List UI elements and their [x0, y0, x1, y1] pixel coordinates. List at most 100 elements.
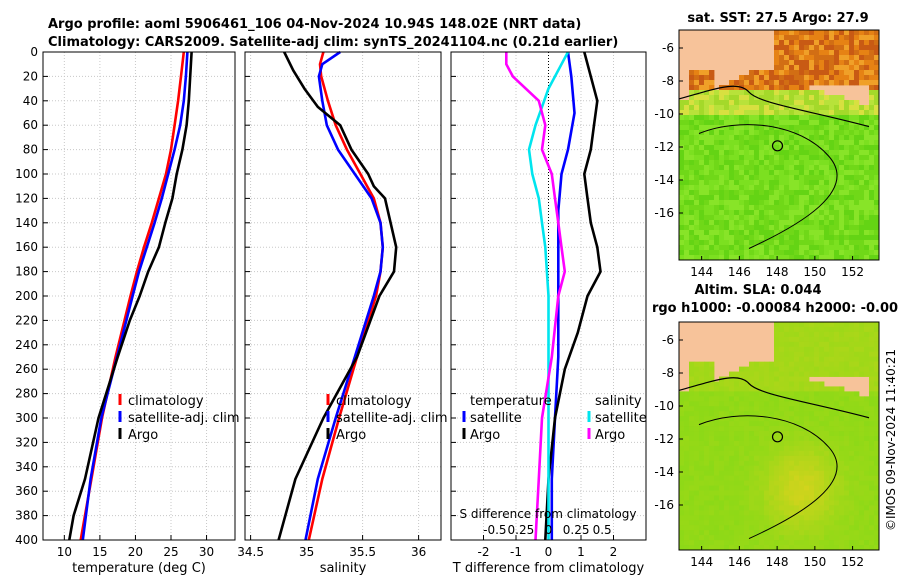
map-cell — [854, 160, 860, 166]
map-cell — [819, 190, 825, 196]
map-cell — [809, 55, 815, 61]
map-x-tick-label: 150 — [803, 555, 826, 569]
map-cell — [849, 125, 855, 131]
map-cell — [849, 475, 855, 482]
map-cell — [719, 170, 725, 176]
map-cell — [739, 411, 745, 417]
map-cell — [684, 495, 690, 501]
map-cell — [829, 440, 835, 447]
map-cell — [834, 391, 840, 397]
map-cell — [774, 411, 780, 417]
map-cell — [829, 135, 835, 141]
map-cell — [779, 55, 785, 61]
map-cell — [774, 530, 780, 536]
map-cell — [859, 160, 865, 166]
map-cell — [864, 500, 870, 506]
map-x-tick-label: 146 — [728, 555, 751, 569]
map-cell — [789, 535, 795, 541]
map-cell — [874, 406, 880, 412]
map-cell — [789, 465, 795, 472]
map-cell — [794, 195, 800, 201]
map-cell — [774, 465, 780, 472]
map-cell — [769, 480, 775, 486]
map-cell — [704, 155, 710, 161]
map-cell — [839, 60, 845, 66]
map-cell — [804, 190, 810, 196]
map-cell — [719, 460, 725, 467]
map-cell — [764, 455, 770, 462]
map-cell — [784, 230, 790, 236]
map-cell — [729, 386, 735, 392]
map-cell — [719, 445, 725, 452]
legend-item: Argo — [470, 428, 500, 443]
legend-item: Argo — [336, 428, 366, 443]
map-cell — [849, 530, 855, 536]
map-cell — [829, 155, 835, 161]
map-cell — [799, 450, 805, 457]
map-cell — [819, 431, 825, 437]
map-cell — [714, 175, 720, 181]
map-cell — [774, 436, 780, 442]
map-cell — [759, 235, 765, 241]
map-cell — [874, 426, 880, 432]
map-cell — [844, 235, 850, 241]
map-cell — [834, 255, 840, 261]
map-cell — [874, 190, 880, 196]
map-cell — [794, 105, 800, 111]
map-cell — [769, 95, 775, 101]
map-cell — [764, 436, 770, 442]
map-cell — [804, 346, 810, 353]
map-cell — [704, 426, 710, 432]
map-cell — [869, 470, 875, 477]
map-cell — [744, 480, 750, 486]
map-cell — [724, 515, 730, 521]
map-cell — [739, 140, 745, 146]
map-cell — [724, 391, 730, 397]
map-cell — [854, 440, 860, 447]
map-cell — [849, 140, 855, 146]
map-cell — [769, 115, 775, 121]
map-cell — [739, 530, 745, 536]
map-cell — [799, 180, 805, 186]
map-cell — [699, 436, 705, 442]
sst-map: 144 146 148 150 152-6-8-10-12-14-16 — [654, 29, 880, 279]
map-cell — [809, 436, 815, 442]
map-cell — [839, 165, 845, 171]
map-cell — [729, 406, 735, 412]
map-cell — [704, 210, 710, 216]
timestamp: ©IMOS 09-Nov-2024 11:40:21 — [884, 349, 898, 531]
map-cell — [819, 240, 825, 246]
map-cell — [754, 480, 760, 486]
map-cell — [684, 490, 690, 496]
map-cell — [854, 220, 860, 226]
map-cell — [874, 431, 880, 437]
map-cell — [699, 465, 705, 472]
map-cell — [854, 155, 860, 161]
s-tick-label: 0.5 — [593, 523, 612, 537]
map-cell — [764, 135, 770, 141]
map-cell — [814, 145, 820, 151]
map-cell — [869, 426, 875, 432]
map-cell — [774, 376, 780, 382]
map-cell — [759, 440, 765, 447]
map-cell — [679, 500, 685, 506]
map-cell — [684, 475, 690, 482]
map-cell — [824, 500, 830, 506]
map-cell — [714, 525, 720, 531]
map-cell — [839, 391, 845, 397]
map-cell — [734, 90, 740, 96]
map-cell — [759, 376, 765, 382]
map-cell — [769, 440, 775, 447]
map-cell — [829, 145, 835, 151]
map-cell — [769, 455, 775, 462]
map-cell — [804, 505, 810, 511]
map-cell — [784, 396, 790, 402]
map-cell — [684, 535, 690, 541]
map-cell — [719, 230, 725, 236]
map-cell — [839, 490, 845, 496]
map-cell — [724, 480, 730, 486]
map-cell — [704, 190, 710, 196]
map-cell — [864, 341, 870, 348]
map-cell — [744, 110, 750, 116]
map-cell — [779, 515, 785, 521]
